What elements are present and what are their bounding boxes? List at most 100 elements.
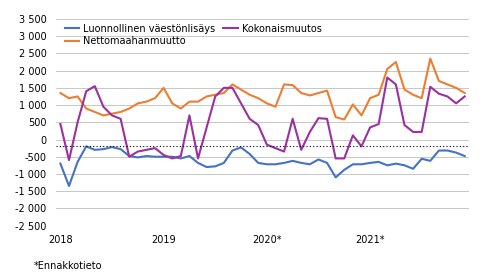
Nettomaahanmuutto	[393, 60, 399, 64]
Kokonaismuutos	[186, 114, 192, 117]
Nettomaahanmuutto	[58, 92, 63, 95]
Kokonaismuutos	[410, 130, 416, 133]
Kokonaismuutos	[135, 150, 141, 153]
Nettomaahanmuutto	[152, 96, 158, 100]
Kokonaismuutos	[204, 126, 210, 129]
Nettomaahanmuutto	[290, 84, 296, 87]
Nettomaahanmuutto	[367, 96, 373, 100]
Kokonaismuutos	[281, 150, 287, 153]
Nettomaahanmuutto	[83, 107, 89, 110]
Kokonaismuutos	[298, 148, 304, 152]
Kokonaismuutos	[144, 148, 150, 152]
Nettomaahanmuutto	[359, 114, 364, 117]
Kokonaismuutos	[221, 86, 227, 90]
Luonnollinen väestönlisäys	[453, 151, 459, 154]
Luonnollinen väestönlisäys	[178, 157, 184, 160]
Luonnollinen väestönlisäys	[109, 145, 115, 149]
Text: *Ennakkotieto: *Ennakkotieto	[34, 261, 103, 271]
Luonnollinen väestönlisäys	[92, 148, 98, 152]
Luonnollinen väestönlisäys	[427, 159, 433, 162]
Nettomaahanmuutto	[126, 107, 132, 110]
Kokonaismuutos	[152, 147, 158, 150]
Kokonaismuutos	[272, 147, 278, 150]
Nettomaahanmuutto	[445, 83, 451, 86]
Kokonaismuutos	[367, 126, 373, 129]
Luonnollinen väestönlisäys	[367, 161, 373, 165]
Nettomaahanmuutto	[186, 100, 192, 103]
Kokonaismuutos	[376, 122, 381, 126]
Line: Luonnollinen väestönlisäys: Luonnollinen väestönlisäys	[60, 146, 465, 186]
Kokonaismuutos	[324, 117, 330, 121]
Luonnollinen väestönlisäys	[445, 149, 451, 152]
Kokonaismuutos	[161, 153, 166, 157]
Nettomaahanmuutto	[247, 93, 253, 96]
Kokonaismuutos	[256, 123, 261, 127]
Nettomaahanmuutto	[341, 118, 347, 121]
Kokonaismuutos	[66, 159, 72, 162]
Kokonaismuutos	[307, 130, 313, 133]
Nettomaahanmuutto	[101, 114, 106, 117]
Kokonaismuutos	[419, 130, 424, 133]
Nettomaahanmuutto	[281, 83, 287, 86]
Kokonaismuutos	[350, 134, 356, 137]
Nettomaahanmuutto	[402, 88, 408, 91]
Kokonaismuutos	[247, 117, 253, 121]
Kokonaismuutos	[436, 92, 442, 95]
Luonnollinen väestönlisäys	[376, 160, 381, 164]
Luonnollinen väestönlisäys	[341, 168, 347, 172]
Nettomaahanmuutto	[204, 95, 210, 98]
Kokonaismuutos	[316, 116, 321, 120]
Luonnollinen väestönlisäys	[75, 160, 80, 164]
Kokonaismuutos	[118, 117, 123, 121]
Kokonaismuutos	[393, 83, 399, 86]
Nettomaahanmuutto	[410, 93, 416, 96]
Luonnollinen väestönlisäys	[161, 155, 166, 158]
Nettomaahanmuutto	[324, 89, 330, 92]
Luonnollinen väestönlisäys	[229, 149, 235, 152]
Nettomaahanmuutto	[462, 92, 468, 95]
Luonnollinen väestönlisäys	[58, 162, 63, 165]
Luonnollinen väestönlisäys	[212, 165, 218, 168]
Kokonaismuutos	[359, 145, 364, 148]
Luonnollinen väestönlisäys	[135, 156, 141, 159]
Nettomaahanmuutto	[92, 110, 98, 114]
Nettomaahanmuutto	[118, 110, 123, 114]
Nettomaahanmuutto	[272, 105, 278, 109]
Kokonaismuutos	[195, 157, 201, 160]
Nettomaahanmuutto	[256, 96, 261, 100]
Luonnollinen väestönlisäys	[384, 164, 390, 167]
Kokonaismuutos	[169, 157, 175, 160]
Luonnollinen väestönlisäys	[290, 159, 296, 162]
Luonnollinen väestönlisäys	[462, 154, 468, 158]
Nettomaahanmuutto	[419, 96, 424, 100]
Nettomaahanmuutto	[212, 93, 218, 96]
Kokonaismuutos	[341, 157, 347, 160]
Luonnollinen väestönlisäys	[316, 158, 321, 161]
Kokonaismuutos	[92, 84, 98, 88]
Nettomaahanmuutto	[161, 86, 166, 90]
Nettomaahanmuutto	[178, 107, 184, 110]
Nettomaahanmuutto	[109, 112, 115, 115]
Nettomaahanmuutto	[316, 92, 321, 95]
Nettomaahanmuutto	[436, 79, 442, 83]
Kokonaismuutos	[333, 157, 339, 160]
Nettomaahanmuutto	[135, 102, 141, 105]
Luonnollinen väestönlisäys	[410, 167, 416, 170]
Nettomaahanmuutto	[169, 102, 175, 105]
Luonnollinen väestönlisäys	[144, 154, 150, 158]
Luonnollinen väestönlisäys	[298, 161, 304, 165]
Kokonaismuutos	[75, 121, 80, 124]
Luonnollinen väestönlisäys	[333, 176, 339, 179]
Nettomaahanmuutto	[144, 100, 150, 103]
Kokonaismuutos	[238, 102, 244, 105]
Kokonaismuutos	[83, 90, 89, 93]
Nettomaahanmuutto	[229, 83, 235, 86]
Nettomaahanmuutto	[66, 96, 72, 100]
Nettomaahanmuutto	[333, 115, 339, 119]
Nettomaahanmuutto	[264, 102, 270, 105]
Nettomaahanmuutto	[195, 100, 201, 103]
Kokonaismuutos	[264, 143, 270, 146]
Luonnollinen väestönlisäys	[436, 149, 442, 152]
Nettomaahanmuutto	[453, 86, 459, 90]
Luonnollinen väestönlisäys	[281, 161, 287, 165]
